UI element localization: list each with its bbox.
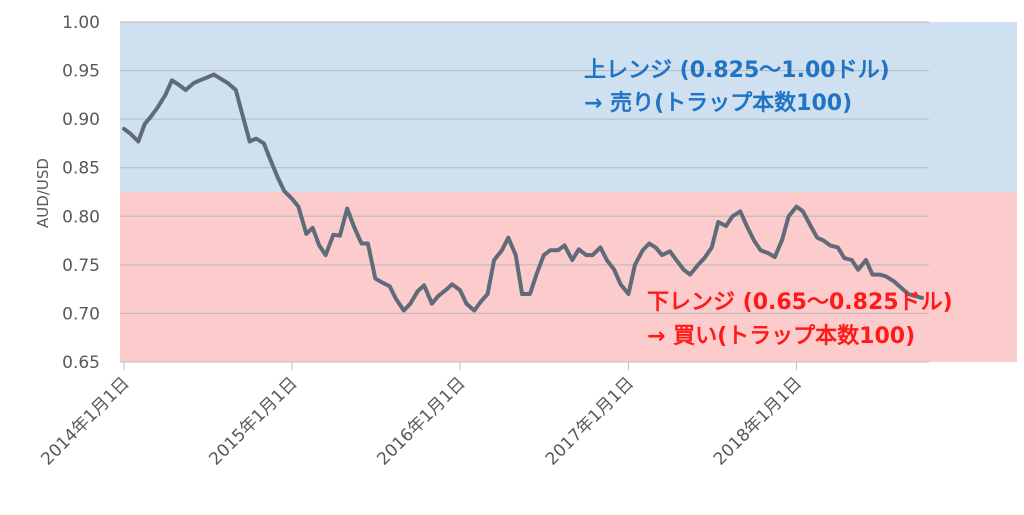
upper-range-band bbox=[120, 22, 1017, 192]
lower-range-action: → 買い(トラップ本数100) bbox=[647, 323, 915, 349]
range-bands bbox=[120, 22, 1017, 362]
y-tick-label: 0.95 bbox=[62, 62, 100, 82]
x-tick-label: 2017年1月1日 bbox=[542, 373, 638, 469]
lower-range-label: 下レンジ (0.65〜0.825ドル) bbox=[647, 290, 953, 315]
x-tick-label: 2014年1月1日 bbox=[37, 373, 133, 469]
y-tick-label: 0.65 bbox=[62, 353, 100, 373]
x-tick-label: 2018年1月1日 bbox=[710, 373, 806, 469]
y-tick-label: 0.80 bbox=[62, 207, 100, 227]
upper-range-action: → 売り(トラップ本数100) bbox=[584, 90, 852, 116]
y-axis-title: AUD/USD bbox=[34, 158, 52, 228]
lower-range-band bbox=[120, 192, 1017, 362]
x-tick-label: 2015年1月1日 bbox=[205, 373, 301, 469]
upper-range-label: 上レンジ (0.825〜1.00ドル) bbox=[584, 58, 890, 83]
y-tick-label: 1.00 bbox=[62, 13, 100, 33]
y-tick-label: 0.70 bbox=[62, 304, 100, 324]
y-tick-label: 0.75 bbox=[62, 256, 100, 276]
gridlines bbox=[120, 21, 929, 363]
aud-usd-series-line bbox=[122, 72, 925, 313]
band-annotations: 上レンジ (0.825〜1.00ドル) → 売り(トラップ本数100) 下レンジ (… bbox=[584, 58, 953, 349]
y-tick-label: 0.85 bbox=[62, 159, 100, 179]
x-tick-label: 2016年1月1日 bbox=[373, 373, 469, 469]
y-tick-label: 0.90 bbox=[62, 110, 100, 130]
series-layer bbox=[122, 72, 925, 313]
